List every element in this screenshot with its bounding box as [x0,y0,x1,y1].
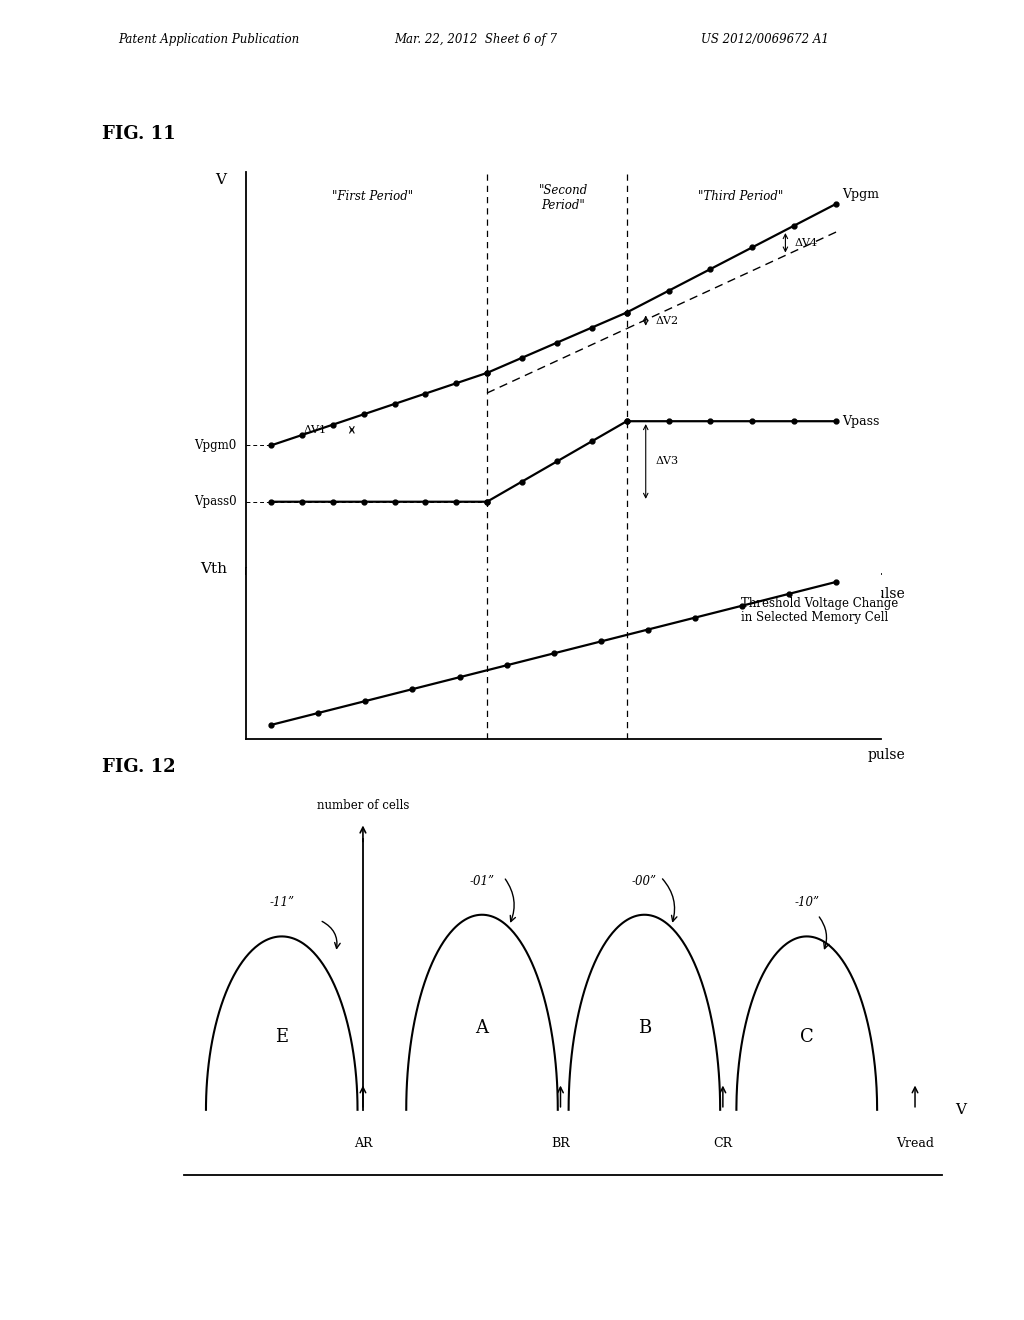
Text: CR: CR [714,1137,732,1150]
Text: ‑11”: ‑11” [269,896,294,909]
Text: A: A [475,1019,488,1038]
Text: "Second
Period": "Second Period" [539,183,588,211]
Text: Patent Application Publication: Patent Application Publication [118,33,299,46]
Text: Vpass0: Vpass0 [194,495,237,508]
Text: ‑10”: ‑10” [795,896,819,909]
Text: V: V [955,1102,967,1117]
Text: BR: BR [551,1137,570,1150]
Text: ΔV1: ΔV1 [303,425,327,434]
Text: Vth: Vth [201,562,227,577]
Text: pulse: pulse [868,748,905,762]
Text: V: V [215,173,226,186]
Text: ‑01”: ‑01” [470,875,495,887]
Text: Vpass: Vpass [843,414,880,428]
Text: ΔV2: ΔV2 [655,315,678,326]
Text: pulse: pulse [868,587,905,602]
Text: FIG. 12: FIG. 12 [102,758,176,776]
Text: E: E [275,1028,289,1045]
Text: Vpgm: Vpgm [843,187,880,201]
Text: Start of
Vpass
Step up: Start of Vpass Step up [465,606,509,640]
Text: ΔV4: ΔV4 [795,238,818,248]
Text: "Third Period": "Third Period" [698,190,783,203]
Text: Finish of
Vpass
Step up: Finish of Vpass Step up [602,606,651,640]
Text: C: C [800,1028,814,1045]
Text: B: B [638,1019,651,1038]
Text: US 2012/0069672 A1: US 2012/0069672 A1 [701,33,829,46]
Text: Mar. 22, 2012  Sheet 6 of 7: Mar. 22, 2012 Sheet 6 of 7 [394,33,557,46]
Text: Threshold Voltage Change
in Selected Memory Cell: Threshold Voltage Change in Selected Mem… [741,597,898,624]
Text: FIG. 11: FIG. 11 [102,124,176,143]
Text: ‑00”: ‑00” [632,875,656,887]
Text: "First Period": "First Period" [332,190,414,203]
Text: Vpgm0: Vpgm0 [194,438,237,451]
Text: Vread: Vread [896,1137,934,1150]
Text: number of cells: number of cells [316,799,410,812]
Text: ΔV3: ΔV3 [655,457,678,466]
Text: AR: AR [353,1137,372,1150]
